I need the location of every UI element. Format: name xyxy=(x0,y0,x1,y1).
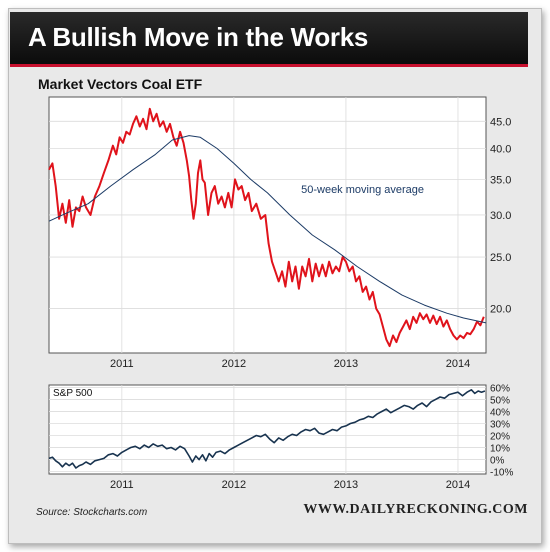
price-series-line xyxy=(48,107,485,348)
x-tick-label: 2014 xyxy=(446,479,470,491)
y-tick-label: 45.0 xyxy=(490,116,511,128)
y-tick-label: 60% xyxy=(490,383,510,394)
y-tick-label: 20.0 xyxy=(490,304,511,316)
x-tick-label: 2012 xyxy=(222,358,246,370)
page-title: A Bullish Move in the Works xyxy=(28,22,369,52)
y-tick-label: 40.0 xyxy=(490,144,511,156)
y-tick-label: 10% xyxy=(490,444,510,455)
y-tick-label: 30.0 xyxy=(490,210,511,222)
x-tick-label: 2011 xyxy=(110,358,134,370)
main-chart: 45.0 40.0 35.0 30.0 25.0 20.0 2011 2012 2013 2014… xyxy=(48,96,511,370)
plot-area xyxy=(48,384,487,475)
y-tick-label: -10% xyxy=(490,468,513,479)
y-tick-label: 20% xyxy=(490,432,510,443)
x-tick-label: 2013 xyxy=(334,479,358,491)
chart-title: Market Vectors Coal ETF xyxy=(38,76,203,92)
x-tick-label: 2014 xyxy=(446,358,470,370)
y-tick-label: 25.0 xyxy=(490,252,511,264)
x-tick-label: 2013 xyxy=(334,358,358,370)
y-tick-label: 40% xyxy=(490,407,510,418)
y-tick-label: 0% xyxy=(490,456,505,467)
sp500-chart: 60%50%40%30% 20%10%0%-10% 2011 2012 2013 2014… xyxy=(48,383,513,491)
title-banner: A Bullish Move in the Works xyxy=(10,12,528,67)
y-tick-label: 50% xyxy=(490,395,510,406)
brand-logo: WWW.DAILYRECKONING.COM xyxy=(303,502,528,517)
x-tick-label: 2012 xyxy=(222,479,246,491)
x-tick-label: 2011 xyxy=(110,479,134,491)
chart-annotation: 50-week moving average xyxy=(301,184,424,196)
y-tick-label: 30% xyxy=(490,419,510,430)
sp500-series-line xyxy=(48,389,486,469)
moving-average-line xyxy=(48,135,487,324)
y-tick-label: 35.0 xyxy=(490,174,511,186)
source-note: Source: Stockcharts.com xyxy=(36,507,148,518)
sp500-label: S&P 500 xyxy=(53,388,93,399)
